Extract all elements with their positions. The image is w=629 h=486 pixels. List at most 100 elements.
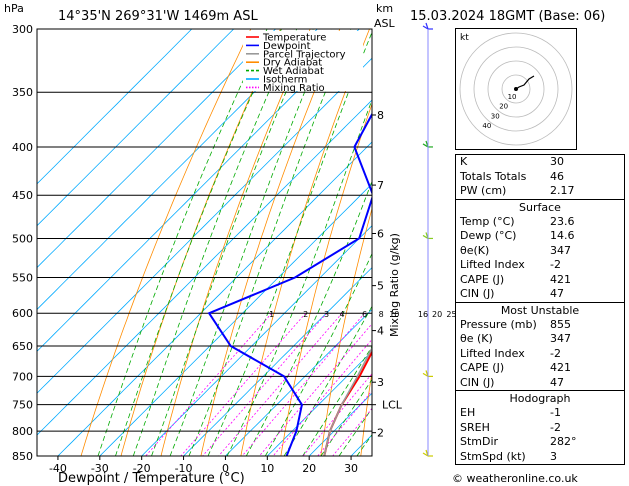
index-label: θe(K): [460, 243, 490, 257]
index-section-title: Hodograph: [509, 392, 571, 405]
pressure-tick-label: 500: [12, 232, 33, 245]
index-label: CAPE (J): [460, 361, 505, 374]
legend-label: Dewpoint: [263, 41, 311, 52]
index-row: StmSpd (kt) 3: [456, 450, 624, 465]
index-section: K 30 Totals Totals 46 PW (cm) 2.17: [456, 155, 624, 200]
isotherm-line: [308, 392, 372, 456]
isotherm-line: [225, 308, 372, 456]
hodograph-ring-label: 40: [482, 122, 491, 130]
index-row: Totals Totals 46: [456, 170, 624, 185]
hodograph-ring: [459, 32, 573, 146]
pressure-tick-label: 650: [12, 340, 33, 353]
index-label: CAPE (J): [460, 272, 505, 286]
mixing-ratio-line: [218, 312, 343, 456]
index-row: Temp (°C) 23.6: [456, 215, 624, 230]
mixing-ratio-label: 20: [432, 310, 442, 319]
index-row: SREH -2: [456, 421, 624, 436]
index-row: PW (cm) 2.17: [456, 184, 624, 199]
wet-adiabat-line: [132, 29, 298, 456]
index-row: CAPE (J) 421: [456, 361, 624, 376]
isotherm-line: [37, 29, 360, 352]
location-title: 14°35'N 269°31'W 1469m ASL: [58, 9, 258, 24]
index-value: 46: [550, 169, 564, 183]
index-row: EH -1: [456, 406, 624, 421]
mixing-ratio-label: 6: [362, 310, 367, 319]
hodograph-ring-label: 20: [499, 103, 508, 111]
mixing-ratio-line: [272, 338, 372, 456]
index-row: θe (K) 347: [456, 332, 624, 347]
legend-label: Wet Adiabat: [263, 66, 324, 77]
index-label: CIN (J): [460, 287, 495, 300]
index-label: PW (cm): [460, 184, 507, 197]
x-tick-label: -10: [175, 462, 193, 475]
asl-label: ASL: [374, 17, 396, 30]
background-lines: [37, 29, 372, 456]
series-layer: [207, 112, 372, 456]
x-tick-label: 30: [344, 462, 358, 475]
dry-adiabat-line: [120, 29, 281, 456]
isotherm-line: [37, 57, 372, 394]
wet-adiabat-line: [115, 29, 282, 456]
index-section-title: Surface: [519, 200, 561, 214]
wet-adiabat-line: [97, 29, 268, 456]
mixing-ratio-label: 4: [339, 310, 344, 319]
isotherm-line: [37, 29, 318, 310]
index-row: θe(K) 347: [456, 244, 624, 259]
isotherm-line: [183, 266, 372, 456]
isotherm-line: [37, 29, 276, 269]
isotherm-line: [267, 350, 372, 456]
mixing-ratio-line: [180, 312, 306, 456]
isotherm-line: [141, 225, 372, 456]
mixing-ratio-title: Mixing Ratio (g/kg): [388, 233, 401, 337]
hodograph-ring: [501, 74, 531, 104]
index-label: CIN (J): [460, 375, 495, 389]
mixing-ratio-label: 25: [446, 310, 456, 319]
index-row: CIN (J) 47: [456, 287, 624, 302]
index-value: -2: [550, 346, 561, 360]
index-row: CAPE (J) 421: [456, 273, 624, 288]
hodograph-ring: [473, 46, 559, 132]
mixing-ratio-line: [302, 373, 372, 456]
km-tick-label: 5: [377, 280, 384, 293]
index-value: 14.6: [550, 229, 575, 242]
mixing-ratio-label: 2: [303, 310, 308, 319]
pressure-tick-label: 850: [12, 450, 33, 463]
index-section: Surface Temp (°C) 23.6 Dewp (°C) 14.6 θe(K) 34…: [456, 200, 624, 303]
wet-adiabat-line: [320, 378, 372, 456]
pressure-tick-label: 350: [12, 86, 33, 99]
index-row: CIN (J) 47: [456, 376, 624, 391]
index-value: -2: [550, 258, 561, 271]
mixing-ratio-line: [202, 312, 327, 456]
hpa-label: hPa: [4, 2, 24, 15]
mixing-ratio-label: 8: [379, 310, 384, 319]
pressure-tick-label: 700: [12, 370, 33, 383]
wet-adiabat-line: [207, 31, 372, 456]
mixing-ratio-label: 1: [269, 310, 274, 319]
index-value: 30: [550, 155, 564, 168]
dry-adiabat-line: [360, 369, 372, 456]
legend-label: Mixing Ratio: [263, 83, 325, 94]
index-value: 23.6: [550, 214, 575, 228]
index-value: 421: [550, 361, 571, 374]
km-tick-label: 3: [377, 376, 384, 389]
hodograph-ring: [487, 60, 545, 118]
wind-barb: [422, 22, 433, 30]
index-row: Lifted Index -2: [456, 347, 624, 362]
wet-adiabat-line: [245, 180, 372, 456]
x-tick-label: -40: [49, 462, 67, 475]
index-label: EH: [460, 406, 476, 419]
dry-adiabat-line: [280, 102, 372, 456]
mixing-ratio-label: 16: [418, 310, 428, 319]
mixing-ratio-line: [145, 312, 272, 456]
wet-adiabat-line: [151, 29, 314, 456]
index-row: K 30: [456, 155, 624, 170]
isotherm-line: [37, 29, 193, 185]
wind-barbs: [422, 22, 433, 457]
copyright: © weatheronline.co.uk: [452, 472, 578, 485]
plot-frame: [36, 28, 373, 457]
index-value: 421: [550, 272, 571, 286]
dry-adiabat-line: [320, 207, 372, 456]
